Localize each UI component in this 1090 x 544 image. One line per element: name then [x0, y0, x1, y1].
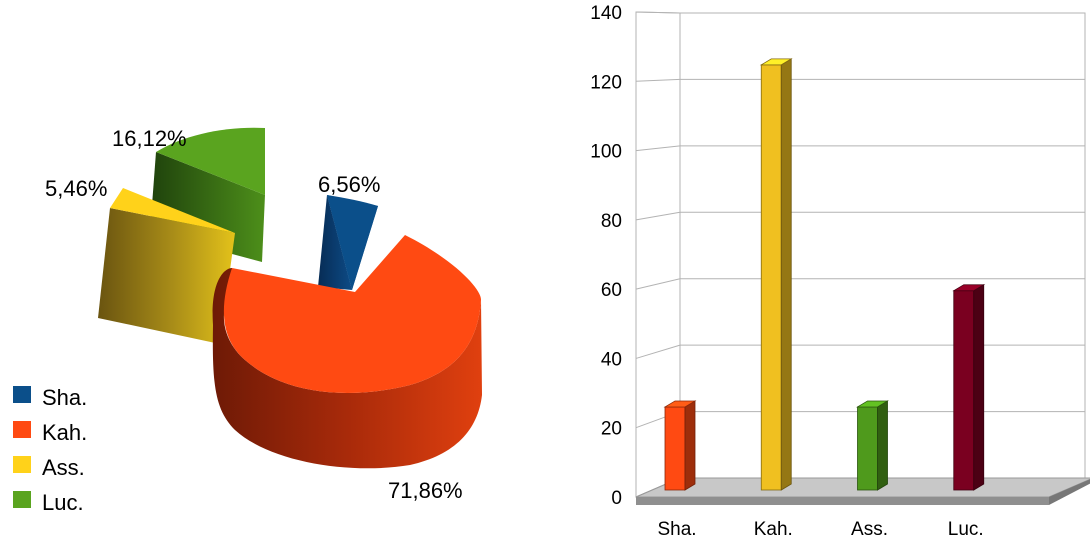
- y-tick-label: 60: [601, 280, 622, 301]
- y-tick-label: 120: [590, 72, 622, 93]
- pie-label-sha: 6,56%: [318, 172, 380, 197]
- x-tick-label: Sha.: [657, 519, 696, 540]
- pie-label-kah: 71,86%: [388, 478, 463, 503]
- gridline-depth: [635, 344, 681, 359]
- gridline-depth: [635, 211, 681, 221]
- floor-front: [636, 497, 1049, 505]
- bar-side-sha: [684, 400, 696, 491]
- y-tick-label: 40: [601, 349, 622, 370]
- pie-slice-luc: [156, 127, 265, 195]
- bar-top-kah: [759, 58, 793, 66]
- pie-chart: 16,12% 5,46% 6,56% 71,86% Sha. Kah. Ass.…: [13, 126, 482, 515]
- pie-legend: Sha. Kah. Ass. Luc.: [13, 385, 87, 515]
- pie-slice-sha: [327, 195, 378, 290]
- pie-slice-ass: [110, 188, 235, 233]
- legend-label-ass: Ass.: [42, 455, 85, 480]
- bar-top-sha: [663, 400, 697, 408]
- pie-label-ass: 5,46%: [45, 176, 107, 201]
- floor-side: [1049, 479, 1090, 505]
- legend-label-kah: Kah.: [42, 420, 87, 445]
- bar-sha: [664, 406, 686, 491]
- bar-side-luc: [973, 284, 985, 491]
- bar-side-kah: [780, 58, 792, 491]
- x-tick-label: Kah.: [754, 519, 793, 540]
- bar-kah: [760, 64, 782, 491]
- back-wall: [679, 12, 1086, 479]
- legend-swatch-ass: [13, 456, 31, 473]
- gridline-depth: [635, 11, 681, 14]
- gridline-depth: [635, 278, 681, 290]
- legend-label-luc: Luc.: [42, 490, 84, 515]
- x-tick-label: Luc.: [948, 519, 984, 540]
- bar-side-ass: [877, 400, 888, 491]
- y-tick-label: 0: [611, 488, 622, 509]
- bar-ass: [857, 406, 878, 491]
- legend-swatch-kah: [13, 421, 31, 438]
- pie-slice-kah-side: [212, 268, 482, 469]
- y-tick-label: 100: [590, 142, 622, 163]
- legend-swatch-luc: [13, 491, 31, 508]
- y-tick-label: 20: [601, 419, 622, 440]
- pie-slice-kah: [223, 235, 482, 393]
- pie-slice-sha-side: [318, 195, 352, 290]
- bar-chart: 0 20 40 60 80 100 120 140 Sha. Kah. Ass. Luc.: [590, 3, 1090, 540]
- bar-luc: [953, 290, 975, 491]
- bar-top-luc: [952, 284, 986, 292]
- y-tick-label: 140: [590, 3, 622, 24]
- pie-slice-ass-side: [98, 208, 235, 344]
- x-tick-label: Ass.: [851, 519, 888, 540]
- y-tick-label: 80: [601, 211, 622, 232]
- pie-label-luc: 16,12%: [112, 126, 187, 151]
- gridline-depth: [635, 78, 681, 82]
- legend-label-sha: Sha.: [42, 385, 87, 410]
- legend-swatch-sha: [13, 386, 31, 403]
- gridline-depth: [635, 145, 681, 152]
- bar-top-ass: [856, 400, 889, 408]
